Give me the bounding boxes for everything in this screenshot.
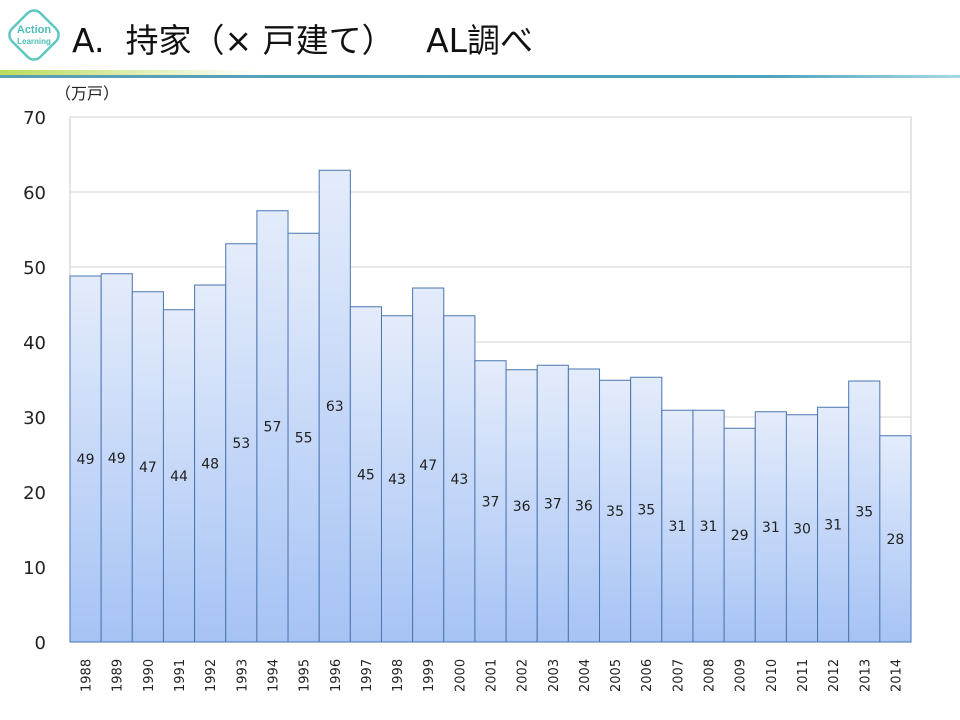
x-tick-label: 1998 <box>391 659 406 692</box>
data-label: 37 <box>482 494 500 510</box>
x-tick-label: 2013 <box>858 659 873 692</box>
bar-1988 <box>69 275 102 643</box>
x-tick-label: 2000 <box>453 659 468 692</box>
x-tick-label: 2011 <box>796 659 811 692</box>
bar-2001 <box>474 360 507 643</box>
x-tick-label: 1993 <box>235 659 250 692</box>
bar-2005 <box>599 379 632 643</box>
data-label: 31 <box>668 519 686 535</box>
data-label: 35 <box>855 505 873 521</box>
x-tick-label: 2002 <box>516 659 531 692</box>
x-tick-label: 2010 <box>765 659 780 692</box>
x-tick-label: 1994 <box>266 659 281 692</box>
bar-2014 <box>879 435 912 643</box>
page-title: A. 持家（× 戸建て） AL調べ <box>72 21 534 60</box>
x-tick-label: 1990 <box>142 659 157 692</box>
bar-1999 <box>412 287 445 643</box>
bar-2011 <box>785 414 819 643</box>
data-label: 57 <box>264 419 282 435</box>
x-tick-label: 2001 <box>485 659 500 692</box>
data-label: 49 <box>108 451 126 467</box>
x-tick-label: 2005 <box>609 659 624 692</box>
data-label: 28 <box>887 532 905 548</box>
data-label: 43 <box>388 472 406 488</box>
x-tick-label: 2007 <box>671 659 686 692</box>
data-label: 44 <box>170 469 188 485</box>
y-tick-label: 20 <box>23 483 46 504</box>
action-learning-logo: Action Learning <box>8 9 60 61</box>
y-tick-label: 0 <box>35 633 46 654</box>
bar-1996 <box>318 169 351 643</box>
x-tick-label: 2003 <box>547 659 562 692</box>
y-tick-label: 30 <box>23 408 46 429</box>
data-label: 47 <box>419 458 437 474</box>
logo-text: Learning <box>17 37 51 46</box>
data-label: 36 <box>575 499 593 515</box>
x-tick-label: 2006 <box>640 659 655 692</box>
data-label: 53 <box>232 436 250 452</box>
bar-2004 <box>567 368 601 643</box>
x-tick-label: 2009 <box>734 659 749 692</box>
bar-2008 <box>692 409 725 643</box>
y-tick-label: 50 <box>23 258 46 279</box>
bar-1994 <box>256 210 289 643</box>
bar-1997 <box>349 306 382 643</box>
data-label: 35 <box>637 503 655 519</box>
bar-1995 <box>287 232 320 643</box>
data-label: 55 <box>295 431 313 447</box>
data-label: 30 <box>793 521 811 537</box>
logo-text: Action <box>17 24 52 36</box>
data-label: 36 <box>513 499 531 515</box>
x-tick-label: 2014 <box>889 659 904 692</box>
data-label: 31 <box>762 520 780 536</box>
bar-1991 <box>162 309 196 643</box>
data-label: 31 <box>824 518 842 534</box>
y-tick-label: 40 <box>23 333 46 354</box>
data-label: 47 <box>139 460 157 476</box>
x-tick-label: 2012 <box>827 659 842 692</box>
x-tick-label: 1995 <box>298 659 313 692</box>
y-axis-unit: （万戸） <box>55 84 120 103</box>
x-tick-label: 1991 <box>173 659 188 692</box>
data-label: 31 <box>700 519 718 535</box>
bar-1993 <box>225 243 258 643</box>
data-label: 63 <box>326 399 344 415</box>
data-label: 49 <box>77 452 95 468</box>
data-label: 35 <box>606 504 624 520</box>
x-tick-label: 1997 <box>360 659 375 692</box>
x-tick-label: 1992 <box>204 659 219 692</box>
bar-2007 <box>661 409 694 643</box>
bar-2002 <box>505 369 538 643</box>
y-tick-label: 70 <box>23 108 46 129</box>
x-tick-label: 1996 <box>329 659 344 692</box>
data-label: 48 <box>201 457 219 473</box>
x-tick-label: 1989 <box>111 659 126 692</box>
x-tick-label: 2008 <box>703 659 718 692</box>
data-label: 45 <box>357 467 375 483</box>
data-label: 43 <box>450 472 468 488</box>
x-tick-label: 2004 <box>578 659 593 692</box>
bar-2003 <box>536 364 569 643</box>
data-label: 37 <box>544 497 562 513</box>
x-tick-label: 1999 <box>422 659 437 692</box>
data-label: 29 <box>731 528 749 544</box>
x-tick-label: 1988 <box>80 659 95 692</box>
bar-2006 <box>630 376 663 643</box>
bar-1998 <box>380 315 414 643</box>
header-divider <box>0 70 960 78</box>
bar-2012 <box>817 406 850 643</box>
y-tick-label: 60 <box>23 183 46 204</box>
y-tick-label: 10 <box>23 558 46 579</box>
bar-2010 <box>754 411 787 643</box>
